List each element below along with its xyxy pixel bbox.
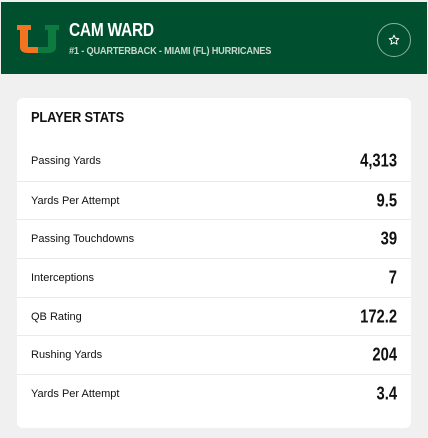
stat-row-yards-per-attempt: Yards Per Attempt 9.5 [17,180,411,220]
star-outline-icon [388,34,400,45]
stat-value: 39 [380,228,397,249]
stat-value: 4,313 [360,150,397,171]
card-title: PLAYER STATS [31,109,125,126]
stat-row-passing-touchdowns: Passing Touchdowns 39 [17,219,411,258]
stat-label: Yards Per Attempt [31,194,120,207]
player-subtitle: #1 - QUARTERBACK - MIAMI (FL) HURRICANES [69,46,272,57]
player-header: CAM WARD #1 - QUARTERBACK - MIAMI (FL) H… [1,2,427,74]
stat-label: QB Rating [31,310,82,323]
stat-value: 3.4 [376,383,397,404]
stat-label: Passing Yards [31,155,101,168]
stats-list: Passing Yards 4,313 Yards Per Attempt 9.… [17,142,411,413]
stat-value: 9.5 [376,190,397,211]
stat-label: Interceptions [31,271,94,284]
miami-u-logo [17,25,59,53]
player-name: CAM WARD [69,20,154,40]
stat-row-qb-rating: QB Rating 172.2 [17,296,411,336]
stat-label: Passing Touchdowns [31,233,135,246]
stat-row-rushing-yards: Rushing Yards 204 [17,335,411,374]
stat-row-rushing-yards-per-attempt: Yards Per Attempt 3.4 [17,374,411,413]
stat-row-passing-yards: Passing Yards 4,313 [17,142,411,181]
stat-label: Rushing Yards [31,349,103,362]
stat-label: Yards Per Attempt [31,387,120,400]
stat-value: 7 [388,267,397,288]
stat-row-interceptions: Interceptions 7 [17,258,411,297]
player-stats-card: PLAYER STATS Passing Yards 4,313 Yards P… [17,98,411,428]
stat-value: 204 [372,344,397,365]
stat-value: 172.2 [360,306,397,327]
favorite-button[interactable] [377,23,411,57]
